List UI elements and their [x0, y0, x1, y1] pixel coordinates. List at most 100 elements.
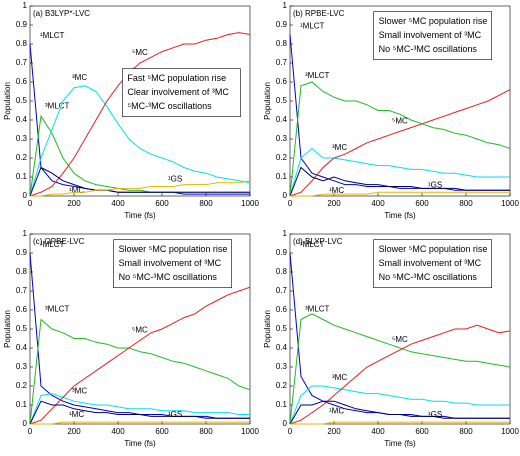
- series-line: [290, 191, 510, 197]
- series-line: [29, 286, 251, 425]
- x-tick-label: 800: [459, 199, 473, 208]
- y-tick-label: 0: [283, 191, 288, 200]
- y-tick-label: 0.6: [16, 305, 28, 314]
- series-line: [289, 313, 511, 425]
- series-line: [289, 400, 510, 425]
- series-label: ¹GS: [168, 410, 182, 419]
- series-label: ³MLCT: [45, 305, 70, 314]
- y-tick-label: 0.6: [276, 77, 288, 86]
- x-tick-label: 400: [111, 427, 125, 436]
- y-tick-label: 0.8: [276, 39, 288, 48]
- x-tick-label: 800: [199, 427, 213, 436]
- y-tick-label: 0.3: [16, 362, 28, 371]
- x-tick-label: 600: [155, 199, 169, 208]
- series-label: ¹GS: [428, 410, 442, 419]
- annotation: Clear involvement of ³MC: [127, 87, 229, 97]
- series-line: [289, 166, 510, 197]
- annotation: Slower ⁵MC population rise: [379, 16, 488, 26]
- y-tick-label: 0.3: [276, 134, 288, 143]
- y-tick-label: 0.5: [16, 324, 28, 333]
- y-tick-label: 0: [23, 191, 28, 200]
- y-tick-label: 0.7: [276, 286, 288, 295]
- series-label: ³MC: [72, 73, 87, 82]
- y-tick-label: 0.1: [276, 400, 288, 409]
- x-tick-label: 400: [111, 199, 125, 208]
- series-line: [29, 32, 251, 197]
- annotation: Slower ⁵MC population rise: [119, 244, 228, 254]
- y-tick-label: 0.4: [276, 343, 288, 352]
- y-tick-label: 0.1: [276, 172, 288, 181]
- y-axis-label: Population: [3, 82, 12, 120]
- x-tick-label: 800: [199, 199, 213, 208]
- panel-label: (c) OPBE-LVC: [33, 237, 85, 246]
- x-tick-label: 1000: [241, 199, 259, 208]
- y-tick-label: 0.1: [16, 400, 28, 409]
- x-tick-label: 200: [327, 199, 341, 208]
- series-line: [289, 81, 511, 197]
- series-line: [289, 385, 510, 425]
- annotation-box: [122, 68, 241, 117]
- series-label: ¹MC: [329, 406, 344, 415]
- series-line: [29, 166, 250, 197]
- x-tick-label: 1000: [501, 199, 519, 208]
- x-tick-label: 0: [28, 199, 33, 208]
- series-line: [289, 324, 511, 425]
- annotation: ⁵MC-³MC oscillations: [127, 101, 212, 111]
- panel: 0 0.1 0.2 0.3 0.4 0.5 0.6 0.7 0.8 0.9 1 0 200 400 600 8…: [3, 1, 259, 220]
- y-tick-label: 0.7: [276, 58, 288, 67]
- series-label: ¹MC: [329, 186, 344, 195]
- y-tick-label: 1: [23, 1, 28, 10]
- series-label: ¹MLCT: [40, 240, 65, 249]
- y-tick-label: 0.7: [16, 58, 28, 67]
- y-tick-label: 0.2: [276, 153, 288, 162]
- series-label: ⁵MC: [392, 335, 408, 344]
- x-tick-label: 400: [371, 427, 385, 436]
- y-tick-label: 1: [283, 1, 288, 10]
- series-label: ³MLCT: [305, 305, 330, 314]
- x-tick-label: 200: [67, 427, 81, 436]
- x-tick-label: 200: [67, 199, 81, 208]
- series-label: ¹GS: [168, 175, 182, 184]
- x-tick-label: 1000: [501, 427, 519, 436]
- y-axis-label: Population: [263, 82, 272, 120]
- series-label: ⁵MC: [392, 117, 408, 126]
- annotation-box: [113, 239, 232, 288]
- x-tick-label: 200: [327, 427, 341, 436]
- series-label: ⁵MC: [132, 326, 148, 335]
- y-tick-label: 0.9: [16, 20, 28, 29]
- y-tick-label: 0.7: [16, 286, 28, 295]
- x-tick-label: 400: [371, 199, 385, 208]
- series-label: ³MLCT: [45, 101, 70, 110]
- y-tick-label: 0.4: [276, 115, 288, 124]
- y-tick-label: 0.5: [276, 96, 288, 105]
- y-tick-label: 0.8: [276, 267, 288, 276]
- series-line: [29, 400, 250, 425]
- x-axis-label: Time (fs): [124, 211, 156, 220]
- y-tick-label: 0.6: [276, 305, 288, 314]
- y-tick-label: 0.4: [16, 115, 28, 124]
- annotation: No ⁵MC-³MC oscillations: [119, 272, 218, 282]
- y-tick-label: 0.3: [16, 134, 28, 143]
- x-axis-label: Time (fs): [384, 211, 416, 220]
- series-label: ³MC: [332, 373, 347, 382]
- x-axis-label: Time (fs): [124, 439, 156, 448]
- y-tick-label: 0.5: [276, 324, 288, 333]
- series-line: [29, 393, 250, 425]
- x-tick-label: 0: [288, 427, 293, 436]
- series-line: [29, 318, 251, 425]
- series-line: [30, 421, 250, 425]
- y-tick-label: 0.5: [16, 96, 28, 105]
- y-tick-label: 0.1: [16, 172, 28, 181]
- y-tick-label: 0.2: [16, 381, 28, 390]
- y-tick-label: 1: [23, 229, 28, 238]
- series-line: [290, 421, 510, 425]
- y-tick-label: 0.9: [16, 248, 28, 257]
- series-label: ¹MC: [69, 186, 84, 195]
- panel: 0 0.1 0.2 0.3 0.4 0.5 0.6 0.7 0.8 0.9 1 0 200 400 600 8…: [263, 1, 519, 220]
- x-tick-label: 600: [155, 427, 169, 436]
- y-tick-label: 0.3: [276, 362, 288, 371]
- y-tick-label: 0.2: [16, 153, 28, 162]
- y-tick-label: 0: [283, 419, 288, 428]
- annotation-box: [373, 239, 492, 288]
